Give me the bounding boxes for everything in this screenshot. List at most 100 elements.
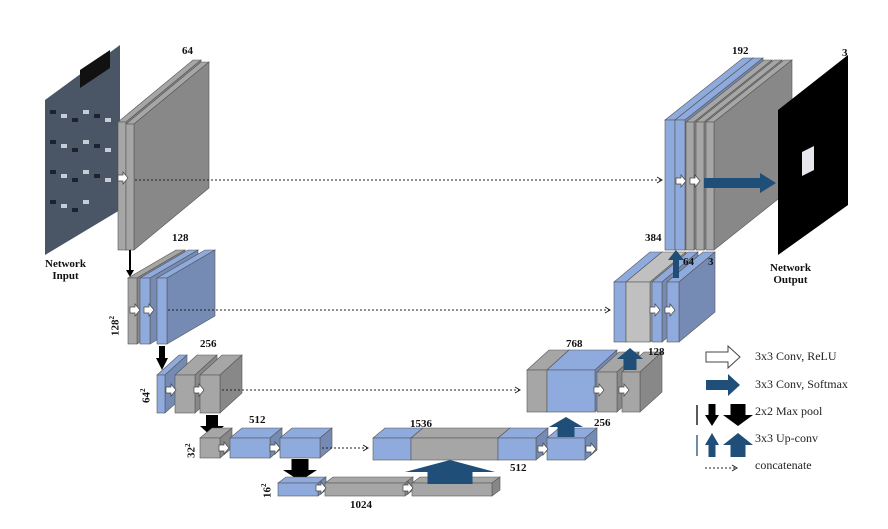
- channels-dec4: 1536: [410, 418, 432, 430]
- dec1-map-b: [674, 119, 686, 251]
- channels-enc4: 512: [249, 414, 266, 426]
- channels-dec4b: 512: [510, 462, 527, 474]
- legend-navy-arrow-icon: [706, 374, 740, 396]
- conv-arrow: [402, 481, 414, 495]
- legend-down-arrow-icon: [705, 404, 719, 426]
- legend-big-up-arrow-icon: [723, 433, 753, 457]
- dec3-map-b: [546, 369, 596, 413]
- upconv-arrow-1: [673, 258, 679, 278]
- input-image-texture: [50, 140, 56, 144]
- network-input-label: Network Input: [45, 258, 86, 282]
- upconv-arrow-3: [549, 417, 583, 437]
- channels-dec2d: 3: [708, 256, 714, 268]
- dec4-map-d: [546, 437, 586, 461]
- maxpool-arrow-2: [156, 346, 168, 370]
- conv-arrow: [193, 383, 205, 397]
- dec1-map-d: [695, 121, 705, 251]
- input-image-texture: [83, 110, 89, 114]
- enc3-map-c: [199, 374, 221, 414]
- conv-arrow: [143, 303, 155, 317]
- skip-concat-1-head: [656, 176, 663, 184]
- channels-enc3: 256: [200, 338, 217, 350]
- channels-dec2c: 64: [683, 256, 694, 268]
- input-image-texture: [105, 178, 111, 182]
- channels-enc2: 128: [172, 232, 189, 244]
- dec4-map-c: [497, 437, 537, 461]
- conv-arrow: [664, 303, 676, 317]
- legend-conv-softmax: 3x3 Conv, Softmax: [755, 377, 848, 391]
- channels-enc1: 64: [182, 45, 193, 57]
- conv-arrow: [689, 174, 701, 188]
- conv-arrow: [618, 383, 630, 397]
- dec4-map-a: [372, 437, 412, 461]
- input-image-texture: [83, 200, 89, 204]
- input-image-texture: [61, 174, 67, 178]
- conv-arrow: [269, 441, 281, 455]
- legend-concatenate: concatenate: [755, 458, 812, 472]
- legend-up-arrow-icon: [705, 433, 719, 457]
- skip-concat-2-head: [604, 306, 611, 314]
- bottom-map-a: [277, 482, 319, 497]
- conv-arrow: [165, 383, 177, 397]
- input-image-texture: [94, 114, 100, 118]
- channels-dec2: 384: [645, 232, 662, 244]
- size-32: 322: [184, 443, 198, 459]
- input-image-texture: [61, 144, 67, 148]
- input-image-texture: [83, 170, 89, 174]
- conv-arrow: [593, 383, 605, 397]
- dec2-map-b: [625, 281, 651, 343]
- upconv-arrow-2: [617, 348, 643, 370]
- network-input-image: [45, 45, 120, 255]
- size-16: 162: [260, 483, 274, 499]
- input-image-texture: [72, 148, 78, 152]
- legend-white-arrow-icon: [705, 344, 741, 370]
- conv-arrow: [315, 481, 327, 495]
- output-segment: [802, 146, 814, 176]
- enc4-map-c: [279, 437, 321, 459]
- input-image-texture: [83, 140, 89, 144]
- maxpool-arrow-4: [283, 459, 317, 481]
- channels-dec2b: 128: [648, 346, 665, 358]
- input-image-texture: [94, 174, 100, 178]
- input-image-texture: [80, 50, 110, 88]
- dec3-map-a: [526, 369, 548, 413]
- input-image-texture: [50, 200, 56, 204]
- skip-concat-3-head: [514, 386, 521, 394]
- input-image-texture: [105, 118, 111, 122]
- legend-big-down-arrow-icon: [723, 404, 753, 426]
- input-image-texture: [61, 114, 67, 118]
- conv-arrow: [117, 171, 129, 185]
- upconv-arrow-4: [405, 460, 495, 484]
- input-image-texture: [105, 148, 111, 152]
- size-128: 1282: [108, 316, 122, 336]
- channels-bottom: 1024: [350, 499, 372, 511]
- conv-arrow: [649, 303, 661, 317]
- skip-concat-4-head: [362, 444, 369, 452]
- enc3-map-a: [156, 374, 166, 414]
- input-image-texture: [94, 144, 100, 148]
- legend-conv-relu: 3x3 Conv, ReLU: [755, 349, 837, 363]
- network-output-label: Network Output: [770, 262, 811, 286]
- input-image-texture: [72, 178, 78, 182]
- enc4-map-b: [229, 437, 271, 459]
- bottom-map-c: [411, 482, 493, 497]
- upconv-arrow-1-head: [668, 250, 684, 260]
- conv-arrow: [675, 174, 687, 188]
- enc4-map-a: [199, 437, 221, 459]
- enc1-map-a: [117, 121, 127, 251]
- input-image-texture: [72, 118, 78, 122]
- maxpool-arrow-1-head: [126, 270, 134, 277]
- enc1-map-b: [125, 123, 135, 251]
- channels-dec3: 768: [566, 338, 583, 350]
- legend-up-conv: 3x3 Up-conv: [755, 431, 818, 445]
- channels-dec1: 192: [732, 45, 749, 57]
- size-64: 642: [139, 388, 153, 404]
- softmax-arrow: [704, 173, 776, 193]
- conv-arrow: [218, 441, 230, 455]
- enc3-map-b: [174, 374, 196, 414]
- bottom-map-b-top: [324, 476, 414, 484]
- bottom-map-b: [324, 482, 406, 497]
- input-image-texture: [50, 170, 56, 174]
